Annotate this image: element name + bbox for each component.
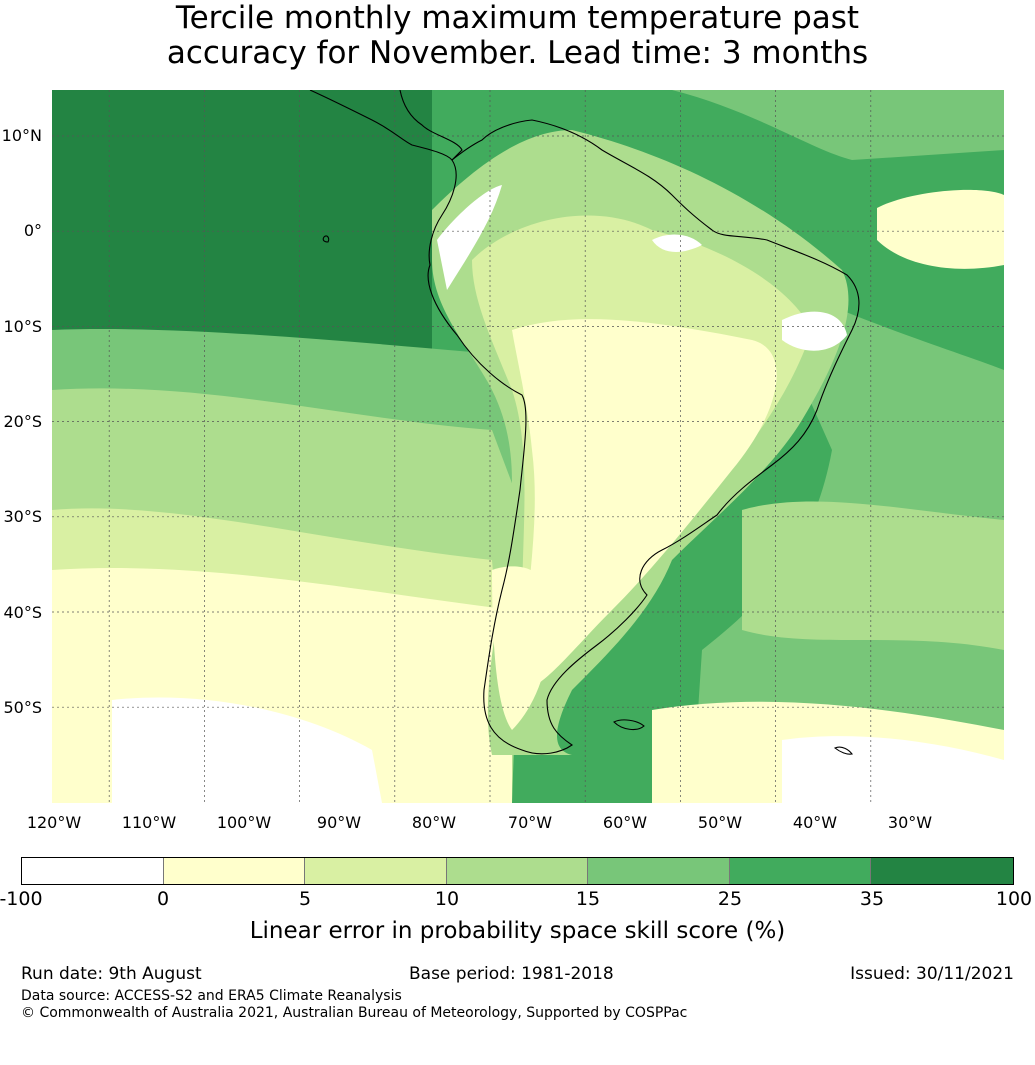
lon-label-50w: 50°W xyxy=(697,813,743,832)
lon-label-80w: 80°W xyxy=(411,813,457,832)
colorbar-tick-15: 15 xyxy=(575,888,601,910)
colorbar-segment-10-15 xyxy=(446,858,589,884)
run-date: Run date: 9th August xyxy=(21,964,202,984)
base-period: Base period: 1981-2018 xyxy=(409,964,614,984)
lon-label-120w: 120°W xyxy=(26,813,82,832)
map-title-line-1: Tercile monthly maximum temperature past xyxy=(175,0,860,36)
lat-label-10n: 10°N xyxy=(1,126,42,145)
coastline-south-america xyxy=(427,119,860,755)
lat-label-0: 0° xyxy=(23,221,42,240)
lon-label-30w: 30°W xyxy=(887,813,933,832)
lon-label-110w: 110°W xyxy=(121,813,177,832)
lat-label-10s: 10°S xyxy=(3,317,42,336)
fill-neg-amazon-mouth xyxy=(652,234,702,252)
colorbar-tick-0: 0 xyxy=(156,888,170,910)
fill-neg-ne-brazil xyxy=(782,311,847,351)
colorbar-tick-35: 35 xyxy=(859,888,885,910)
fill-0-5-equatorial-atlantic xyxy=(877,189,1004,269)
skill-score-map xyxy=(52,90,1004,803)
colorbar-tick-10: 10 xyxy=(434,888,460,910)
coastline-galapagos xyxy=(322,235,330,243)
fill-10-15-atlantic xyxy=(742,501,1004,650)
colorbar-segment-35-100 xyxy=(871,858,1014,884)
colorbar-tick-neg100: -100 xyxy=(0,888,43,910)
colorbar-segment-0-5 xyxy=(163,858,306,884)
data-source: Data source: ACCESS-S2 and ERA5 Climate … xyxy=(21,988,402,1004)
fill-15-25-caribbean xyxy=(402,90,1004,160)
colorbar-tick-100: 100 xyxy=(995,888,1033,910)
colorbar xyxy=(21,857,1014,885)
lat-label-20s: 20°S xyxy=(3,412,42,431)
fill-neg-south-atlantic xyxy=(782,736,1004,803)
colorbar-tick-5: 5 xyxy=(298,888,312,910)
map-title-line-2: accuracy for November. Lead time: 3 mont… xyxy=(166,35,869,71)
colorbar-segment-neg100-0 xyxy=(22,858,164,884)
map-gridlines xyxy=(52,90,1004,803)
lon-label-90w: 90°W xyxy=(316,813,362,832)
colorbar-tick-25: 25 xyxy=(717,888,743,910)
lon-label-100w: 100°W xyxy=(216,813,272,832)
fill-0-5-patagonia xyxy=(492,566,552,730)
lat-label-50s: 50°S xyxy=(3,698,42,717)
fill-neg-andes xyxy=(437,185,502,290)
lon-label-60w: 60°W xyxy=(602,813,648,832)
copyright: © Commonwealth of Australia 2021, Austra… xyxy=(21,1005,688,1021)
skill-score-fill xyxy=(52,90,1004,803)
coastline-south-georgia xyxy=(833,746,853,755)
coastline-falklands xyxy=(613,719,645,731)
colorbar-segment-15-25 xyxy=(588,858,730,884)
fill-0-5-continent xyxy=(512,319,777,690)
colorbar-label: Linear error in probability space skill … xyxy=(249,918,786,944)
lon-label-40w: 40°W xyxy=(792,813,838,832)
lon-label-70w: 70°W xyxy=(507,813,553,832)
colorbar-segment-5-10 xyxy=(305,858,447,884)
lat-label-30s: 30°S xyxy=(3,507,42,526)
coastline-central-america xyxy=(309,90,463,161)
fill-neg-south-pacific xyxy=(112,697,382,803)
coastlines xyxy=(309,90,860,755)
issued-date: Issued: 30/11/2021 xyxy=(850,964,1014,984)
colorbar-segment-25-35 xyxy=(729,858,872,884)
lat-label-40s: 40°S xyxy=(3,603,42,622)
